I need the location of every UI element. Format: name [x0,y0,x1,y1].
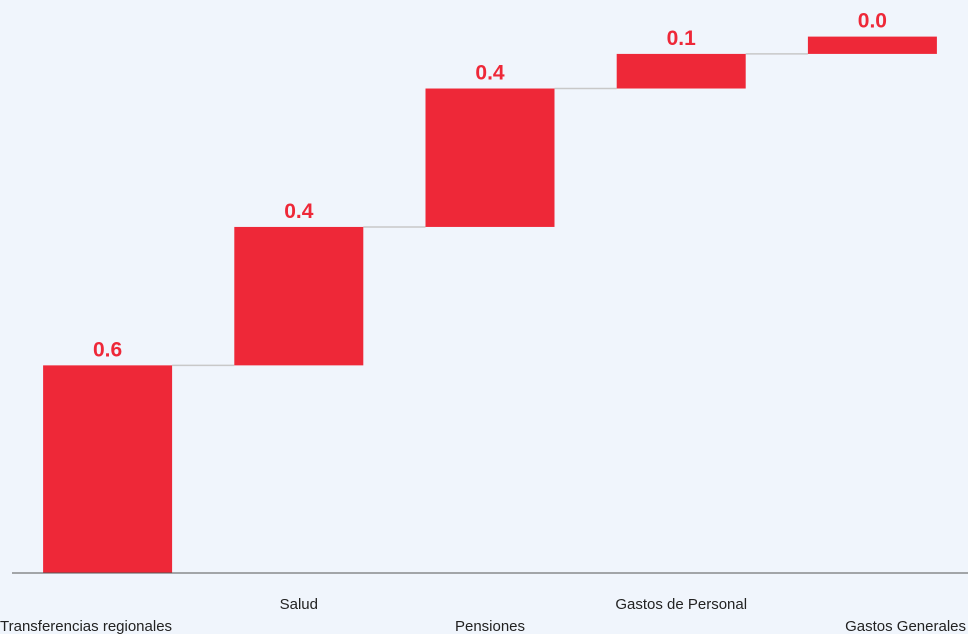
bar [616,53,746,89]
x-tick-label: Gastos Generales [845,618,966,634]
x-tick-label: Pensiones [455,618,525,634]
bar [43,365,173,573]
data-label: 0.1 [667,27,697,50]
data-label: 0.0 [858,10,887,33]
x-tick-label: Salud [280,596,318,613]
data-label: 0.4 [284,200,314,223]
data-label: 0.6 [93,338,122,361]
bar [425,88,555,227]
bar [807,36,937,54]
x-tick-label: Gastos de Personal [615,596,747,613]
bar [234,226,364,366]
x-tick-label: Transferencias regionales [0,618,172,634]
data-label: 0.4 [475,62,505,85]
